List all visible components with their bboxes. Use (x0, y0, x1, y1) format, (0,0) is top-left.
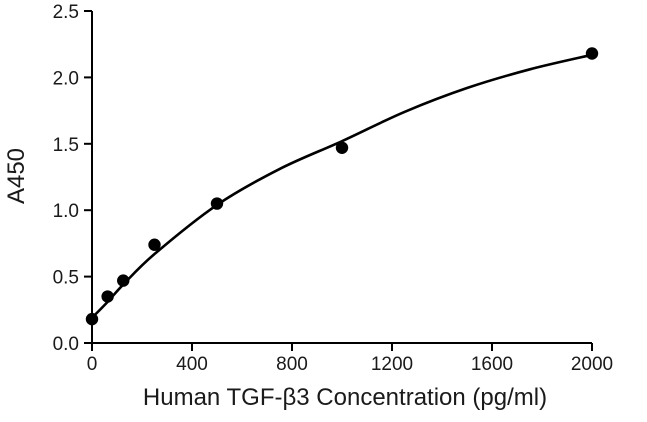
tick-labels: 0 400 800 1200 1600 2000 0.0 0.5 1.0 1.5 2.0 2.5 (53, 2, 614, 375)
y-tick-label: 0.5 (53, 268, 79, 289)
data-point (101, 290, 114, 303)
y-tick-label: 1.0 (53, 201, 79, 222)
data-point (117, 274, 130, 287)
tick-marks (84, 10, 593, 351)
x-tick-label: 800 (276, 354, 308, 375)
y-tick-label: 0.0 (53, 334, 79, 355)
y-axis-title: A450 (3, 148, 30, 204)
x-tick-label: 400 (176, 354, 208, 375)
data-point (210, 197, 224, 210)
fit-curve-layer (91, 53, 593, 319)
y-tick-label: 2.0 (53, 68, 79, 89)
x-tick-label: 1200 (371, 354, 413, 375)
x-axis-title: Human TGF-β3 Concentration (pg/ml) (143, 384, 547, 411)
y-tick-label: 2.5 (53, 2, 79, 23)
data-point (335, 141, 349, 154)
x-tick-label: 2000 (571, 354, 613, 375)
x-tick-label: 0 (87, 354, 98, 375)
data-points (85, 47, 599, 326)
axes (91, 11, 592, 344)
data-point (85, 312, 99, 326)
fit-curve-line (91, 53, 593, 319)
data-point (148, 238, 161, 251)
y-tick-label: 1.5 (53, 135, 79, 156)
x-tick-label: 1600 (471, 354, 513, 375)
data-point (585, 47, 599, 60)
